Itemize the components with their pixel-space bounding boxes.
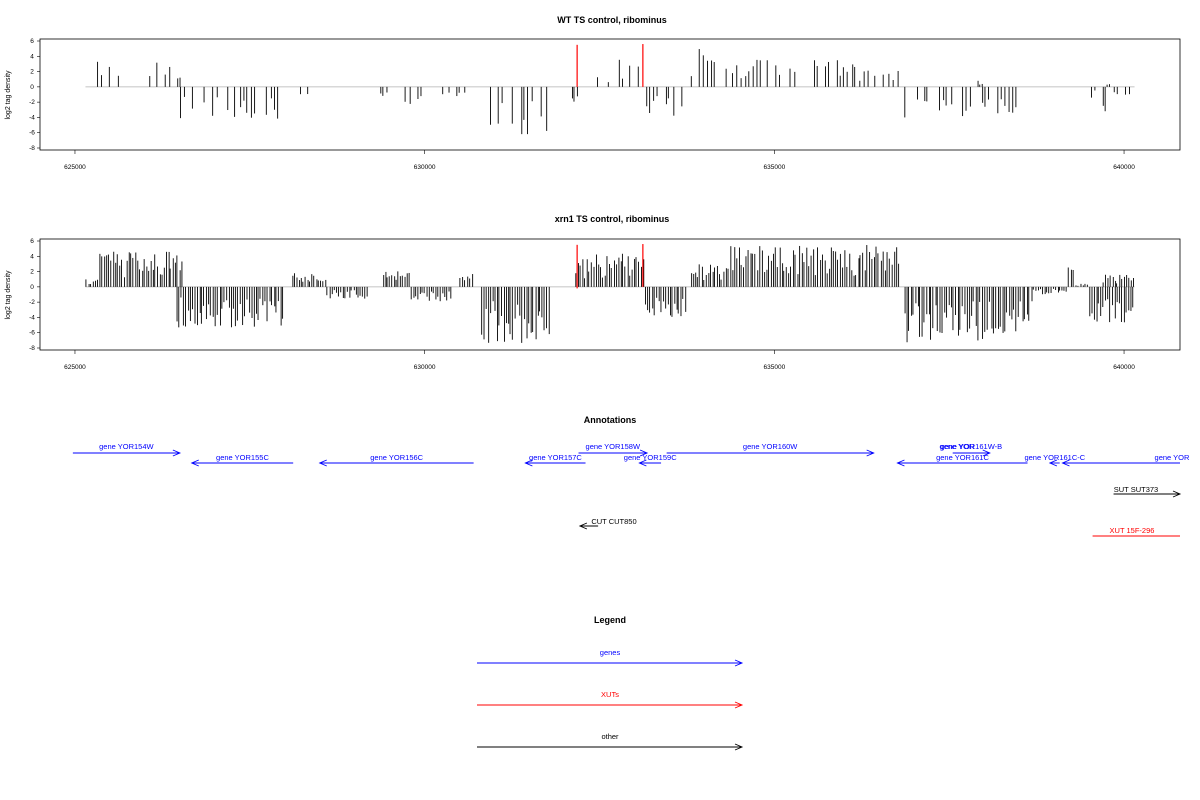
wt-track-panel: WT TS control, ribominus log2 tag densit… — [5, 15, 1181, 171]
feature-gene-yor161w-b: gene YOR161W-B — [940, 442, 1002, 457]
arrowhead-left-icon — [1048, 459, 1058, 467]
xrn1-x-axis: 625000 630000 635000 640000 — [64, 350, 1135, 371]
wt-y-tick-label: -2 — [29, 99, 35, 106]
xrn1-y-tick-label: 4 — [30, 253, 34, 260]
feature-gene-yor154w: gene YOR154W — [72, 442, 182, 457]
xrn1-track-panel: xrn1 TS control, ribominus log2 tag dens… — [5, 214, 1181, 371]
xrn1-x-tick-label: 630000 — [414, 364, 436, 371]
xrn1-plot-frame — [39, 238, 1181, 351]
wt-y-tick-label: 0 — [30, 84, 34, 91]
wt-y-tick-label: -8 — [29, 145, 35, 152]
arrowhead-left-icon — [318, 459, 327, 467]
arrowhead-right-icon — [866, 449, 875, 457]
legend-item-genes: genes — [477, 648, 744, 667]
legend-title: Legend — [594, 615, 626, 625]
arrowhead-left-icon — [896, 459, 905, 467]
xrn1-density-bars — [85, 245, 1134, 343]
feature-gene-yor161c-c: gene YOR161C-C — [1024, 453, 1086, 467]
feature-gene-yor161c: gene YOR161C — [896, 453, 1028, 467]
legend-item-label: XUTs — [601, 690, 619, 699]
arrowhead-left-icon — [190, 459, 199, 467]
arrowhead-right-icon — [172, 449, 182, 457]
feature-gene-yor155c: gene YOR155C — [190, 453, 294, 467]
arrowhead-right-icon — [1172, 490, 1182, 498]
wt-plot-frame — [39, 38, 1181, 151]
xrn1-y-tick-label: -6 — [29, 330, 35, 337]
feature-label: CUT CUT850 — [591, 517, 636, 526]
feature-label: XUT 15F-296 — [1110, 526, 1155, 535]
arrowhead-left-icon — [524, 459, 533, 467]
annotation-features: gene YOR154W gene YOR155C gene YOR156C gene… — [72, 442, 1190, 537]
feature-xut-15f-296: XUT 15F-296 — [1092, 526, 1180, 537]
legend-item-label: genes — [600, 648, 621, 657]
xrn1-y-tick-label: 2 — [30, 269, 34, 276]
xrn1-track-title: xrn1 TS control, ribominus — [555, 214, 670, 224]
xrn1-x-tick-label: 640000 — [1113, 364, 1135, 371]
feature-label: gene YOR160W — [743, 442, 798, 451]
feature-gene-yor157c: gene YOR157C — [524, 453, 586, 467]
wt-x-tick-label: 635000 — [764, 164, 786, 171]
feature-label: gene YOR161W-B — [940, 442, 1002, 451]
arrowhead-left-icon — [578, 522, 588, 530]
wt-x-tick-label: 630000 — [414, 164, 436, 171]
legend-items: genes XUTs other — [477, 648, 744, 751]
feature-label: gene YOR — [1155, 453, 1190, 462]
wt-y-tick-label: 4 — [30, 53, 34, 60]
wt-density-bars — [97, 49, 1130, 135]
xrn1-y-tick-label: -8 — [29, 345, 35, 352]
wt-y-tick-label: 6 — [30, 38, 34, 45]
feature-label: gene YOR158W — [586, 442, 641, 451]
feature-sut-sut373: SUT SUT373 — [1113, 485, 1182, 498]
feature-gene-yor158w: gene YOR158W — [578, 442, 649, 457]
wt-x-tick-label: 625000 — [64, 164, 86, 171]
xrn1-y-axis-label: log2 tag density — [5, 270, 12, 320]
feature-gene-yor: gene YOR — [1061, 453, 1190, 467]
legend-panel: Legend genes XUTs other — [477, 615, 744, 751]
wt-x-tick-label: 640000 — [1113, 164, 1135, 171]
xrn1-y-tick-label: 6 — [30, 238, 34, 245]
wt-y-tick-label: 2 — [30, 69, 34, 76]
feature-gene-yor159c: gene YOR159C — [624, 453, 677, 467]
arrowhead-left-icon — [638, 459, 647, 467]
arrowhead-right-icon — [734, 743, 744, 751]
feature-label: gene YOR159C — [624, 453, 677, 462]
legend-item-label: other — [601, 732, 619, 741]
legend-item-xuts: XUTs — [477, 690, 744, 709]
wt-y-tick-label: -6 — [29, 130, 35, 137]
wt-y-axis: 6 4 2 0 -2 -4 -6 -8 — [29, 38, 40, 152]
xrn1-x-tick-label: 635000 — [764, 364, 786, 371]
arrowhead-right-icon — [734, 659, 744, 667]
legend-item-other: other — [477, 732, 744, 751]
feature-label: gene YOR161C — [936, 453, 989, 462]
arrowhead-left-icon — [1061, 459, 1070, 467]
xrn1-y-tick-label: -2 — [29, 299, 35, 306]
wt-highlight-marks — [576, 44, 644, 87]
feature-label: gene YOR154W — [99, 442, 154, 451]
xrn1-x-tick-label: 625000 — [64, 364, 86, 371]
feature-overlap-label: gene YOR — [940, 442, 975, 451]
wt-y-axis-label: log2 tag density — [5, 70, 12, 120]
feature-label: SUT SUT373 — [1114, 485, 1158, 494]
arrowhead-right-icon — [982, 449, 991, 457]
feature-label: gene YOR161C-C — [1024, 453, 1085, 462]
feature-label: gene YOR157C — [529, 453, 582, 462]
feature-label: gene YOR155C — [216, 453, 269, 462]
wt-y-tick-label: -4 — [29, 114, 35, 121]
annotations-title: Annotations — [584, 415, 637, 425]
xrn1-y-tick-label: 0 — [30, 284, 34, 291]
wt-x-axis: 625000 630000 635000 640000 — [64, 150, 1135, 171]
arrowhead-right-icon — [734, 701, 744, 709]
arrowhead-right-icon — [639, 449, 649, 457]
xrn1-y-axis: 6 4 2 0 -2 -4 -6 -8 — [29, 238, 40, 352]
feature-cut-cut850: CUT CUT850 — [578, 517, 637, 530]
feature-gene-yor156c: gene YOR156C — [318, 453, 474, 467]
feature-label: gene YOR156C — [370, 453, 423, 462]
xrn1-y-tick-label: -4 — [29, 314, 35, 321]
xrn1-highlight-marks — [576, 244, 644, 289]
feature-gene-yor160w: gene YOR160W — [666, 442, 875, 457]
wt-track-title: WT TS control, ribominus — [557, 15, 667, 25]
